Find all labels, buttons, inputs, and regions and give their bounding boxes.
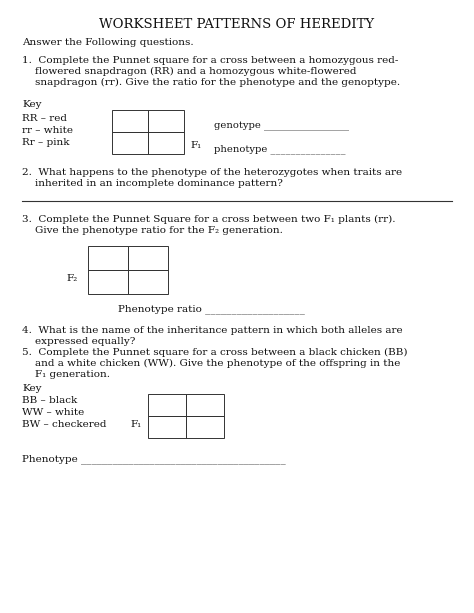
Text: WORKSHEET PATTERNS OF HEREDITY: WORKSHEET PATTERNS OF HEREDITY xyxy=(100,18,374,31)
Text: Key: Key xyxy=(22,384,42,393)
Text: 4.  What is the name of the inheritance pattern in which both alleles are: 4. What is the name of the inheritance p… xyxy=(22,326,402,335)
Text: F₁: F₁ xyxy=(130,420,141,429)
Text: Key: Key xyxy=(22,100,42,109)
Bar xyxy=(148,110,184,132)
Text: genotype _________________: genotype _________________ xyxy=(214,122,349,131)
Bar xyxy=(128,246,168,270)
Text: Answer the Following questions.: Answer the Following questions. xyxy=(22,38,193,47)
Text: flowered snapdragon (RR) and a homozygous white-flowered: flowered snapdragon (RR) and a homozygou… xyxy=(22,67,356,76)
Text: F₂: F₂ xyxy=(66,274,77,283)
Bar xyxy=(128,270,168,294)
Text: 5.  Complete the Punnet square for a cross between a black chicken (BB): 5. Complete the Punnet square for a cros… xyxy=(22,348,408,357)
Bar xyxy=(112,110,148,132)
Text: BB – black: BB – black xyxy=(22,396,77,405)
Bar xyxy=(148,416,186,438)
Text: RR – red: RR – red xyxy=(22,114,67,123)
Text: F₁: F₁ xyxy=(190,140,201,150)
Text: Give the phenotype ratio for the F₂ generation.: Give the phenotype ratio for the F₂ gene… xyxy=(22,226,283,235)
Bar xyxy=(88,270,128,294)
Text: Phenotype _______________________________________: Phenotype ______________________________… xyxy=(22,454,286,463)
Text: inherited in an incomplete dominance pattern?: inherited in an incomplete dominance pat… xyxy=(22,179,283,188)
Bar xyxy=(186,394,224,416)
Text: snapdragon (rr). Give the ratio for the phenotype and the genoptype.: snapdragon (rr). Give the ratio for the … xyxy=(22,78,400,87)
Text: BW – checkered: BW – checkered xyxy=(22,420,107,429)
Text: 2.  What happens to the phenotype of the heterozygotes when traits are: 2. What happens to the phenotype of the … xyxy=(22,168,402,177)
Text: Phenotype ratio ___________________: Phenotype ratio ___________________ xyxy=(118,304,305,314)
Text: Rr – pink: Rr – pink xyxy=(22,138,70,147)
Text: and a white chicken (WW). Give the phenotype of the offspring in the: and a white chicken (WW). Give the pheno… xyxy=(22,359,401,368)
Text: F₁ generation.: F₁ generation. xyxy=(22,370,110,379)
Text: WW – white: WW – white xyxy=(22,408,84,417)
Bar xyxy=(112,132,148,154)
Text: expressed equally?: expressed equally? xyxy=(22,337,136,346)
Text: 1.  Complete the Punnet square for a cross between a homozygous red-: 1. Complete the Punnet square for a cros… xyxy=(22,56,398,65)
Bar xyxy=(148,394,186,416)
Bar xyxy=(148,132,184,154)
Text: rr – white: rr – white xyxy=(22,126,73,135)
Text: phenotype _______________: phenotype _______________ xyxy=(214,144,346,154)
Bar xyxy=(186,416,224,438)
Text: 3.  Complete the Punnet Square for a cross between two F₁ plants (rr).: 3. Complete the Punnet Square for a cros… xyxy=(22,215,395,224)
Bar xyxy=(88,246,128,270)
